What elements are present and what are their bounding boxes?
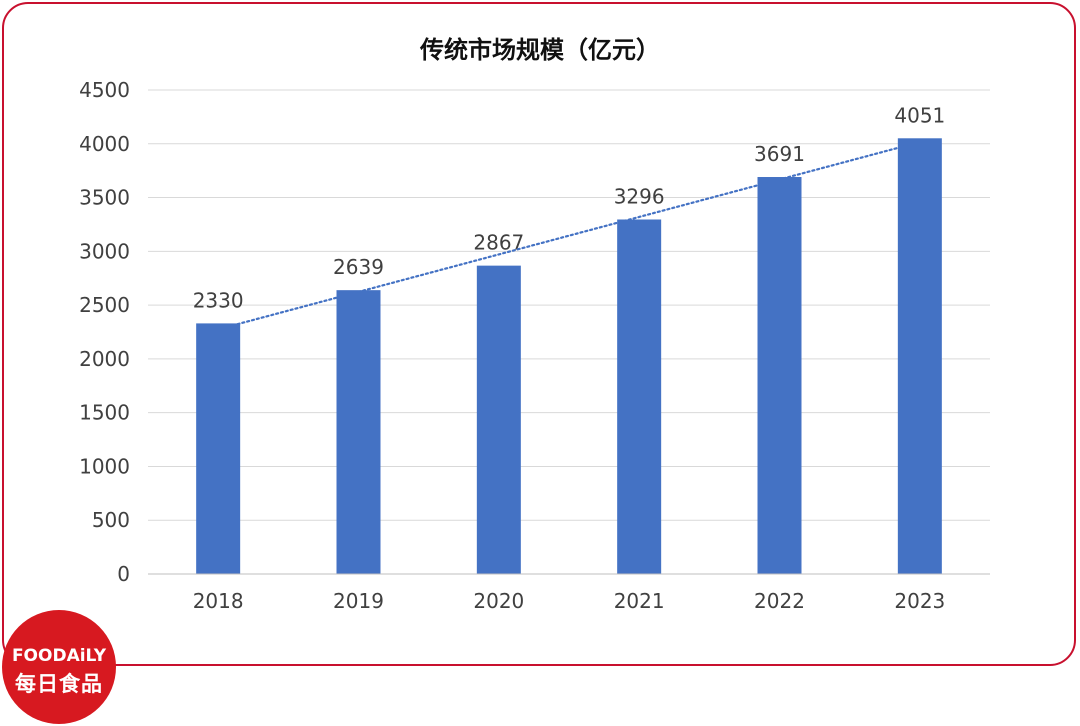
- bar: [757, 177, 802, 574]
- trendline: [217, 140, 921, 331]
- data-label: 3296: [614, 184, 665, 208]
- x-tick-label: 2019: [333, 589, 384, 613]
- data-label: 2639: [333, 255, 384, 279]
- data-label: 2330: [193, 288, 244, 312]
- logo-circle-icon: [2, 610, 116, 724]
- y-tick-label: 2500: [79, 293, 130, 317]
- bar: [196, 323, 241, 574]
- data-label: 2867: [473, 231, 524, 255]
- bar: [476, 265, 521, 574]
- y-tick-label: 0: [117, 562, 130, 586]
- x-tick-label: 2018: [193, 589, 244, 613]
- x-tick-label: 2020: [473, 589, 524, 613]
- logo-brand-en: FOODAiLY: [11, 646, 107, 666]
- chart-title: 传统市场规模（亿元）: [420, 36, 660, 64]
- y-tick-label: 1500: [79, 401, 130, 425]
- x-tick-label: 2023: [894, 589, 945, 613]
- bar: [897, 138, 942, 574]
- y-tick-label: 2000: [79, 347, 130, 371]
- foodaily-logo: FOODAiLY 每日食品: [0, 610, 120, 726]
- y-tick-label: 3000: [79, 239, 130, 263]
- bar: [617, 219, 662, 574]
- y-tick-label: 1000: [79, 454, 130, 478]
- y-tick-label: 4000: [79, 132, 130, 156]
- logo-brand-cn: 每日食品: [15, 672, 103, 696]
- y-tick-label: 4500: [79, 78, 130, 102]
- data-label: 3691: [754, 142, 805, 166]
- x-tick-label: 2021: [614, 589, 665, 613]
- data-label: 4051: [894, 103, 945, 127]
- y-tick-label: 3500: [79, 186, 130, 210]
- x-tick-label: 2022: [754, 589, 805, 613]
- chart-frame: [2, 2, 1076, 666]
- bar: [336, 290, 381, 574]
- y-tick-label: 500: [92, 508, 130, 532]
